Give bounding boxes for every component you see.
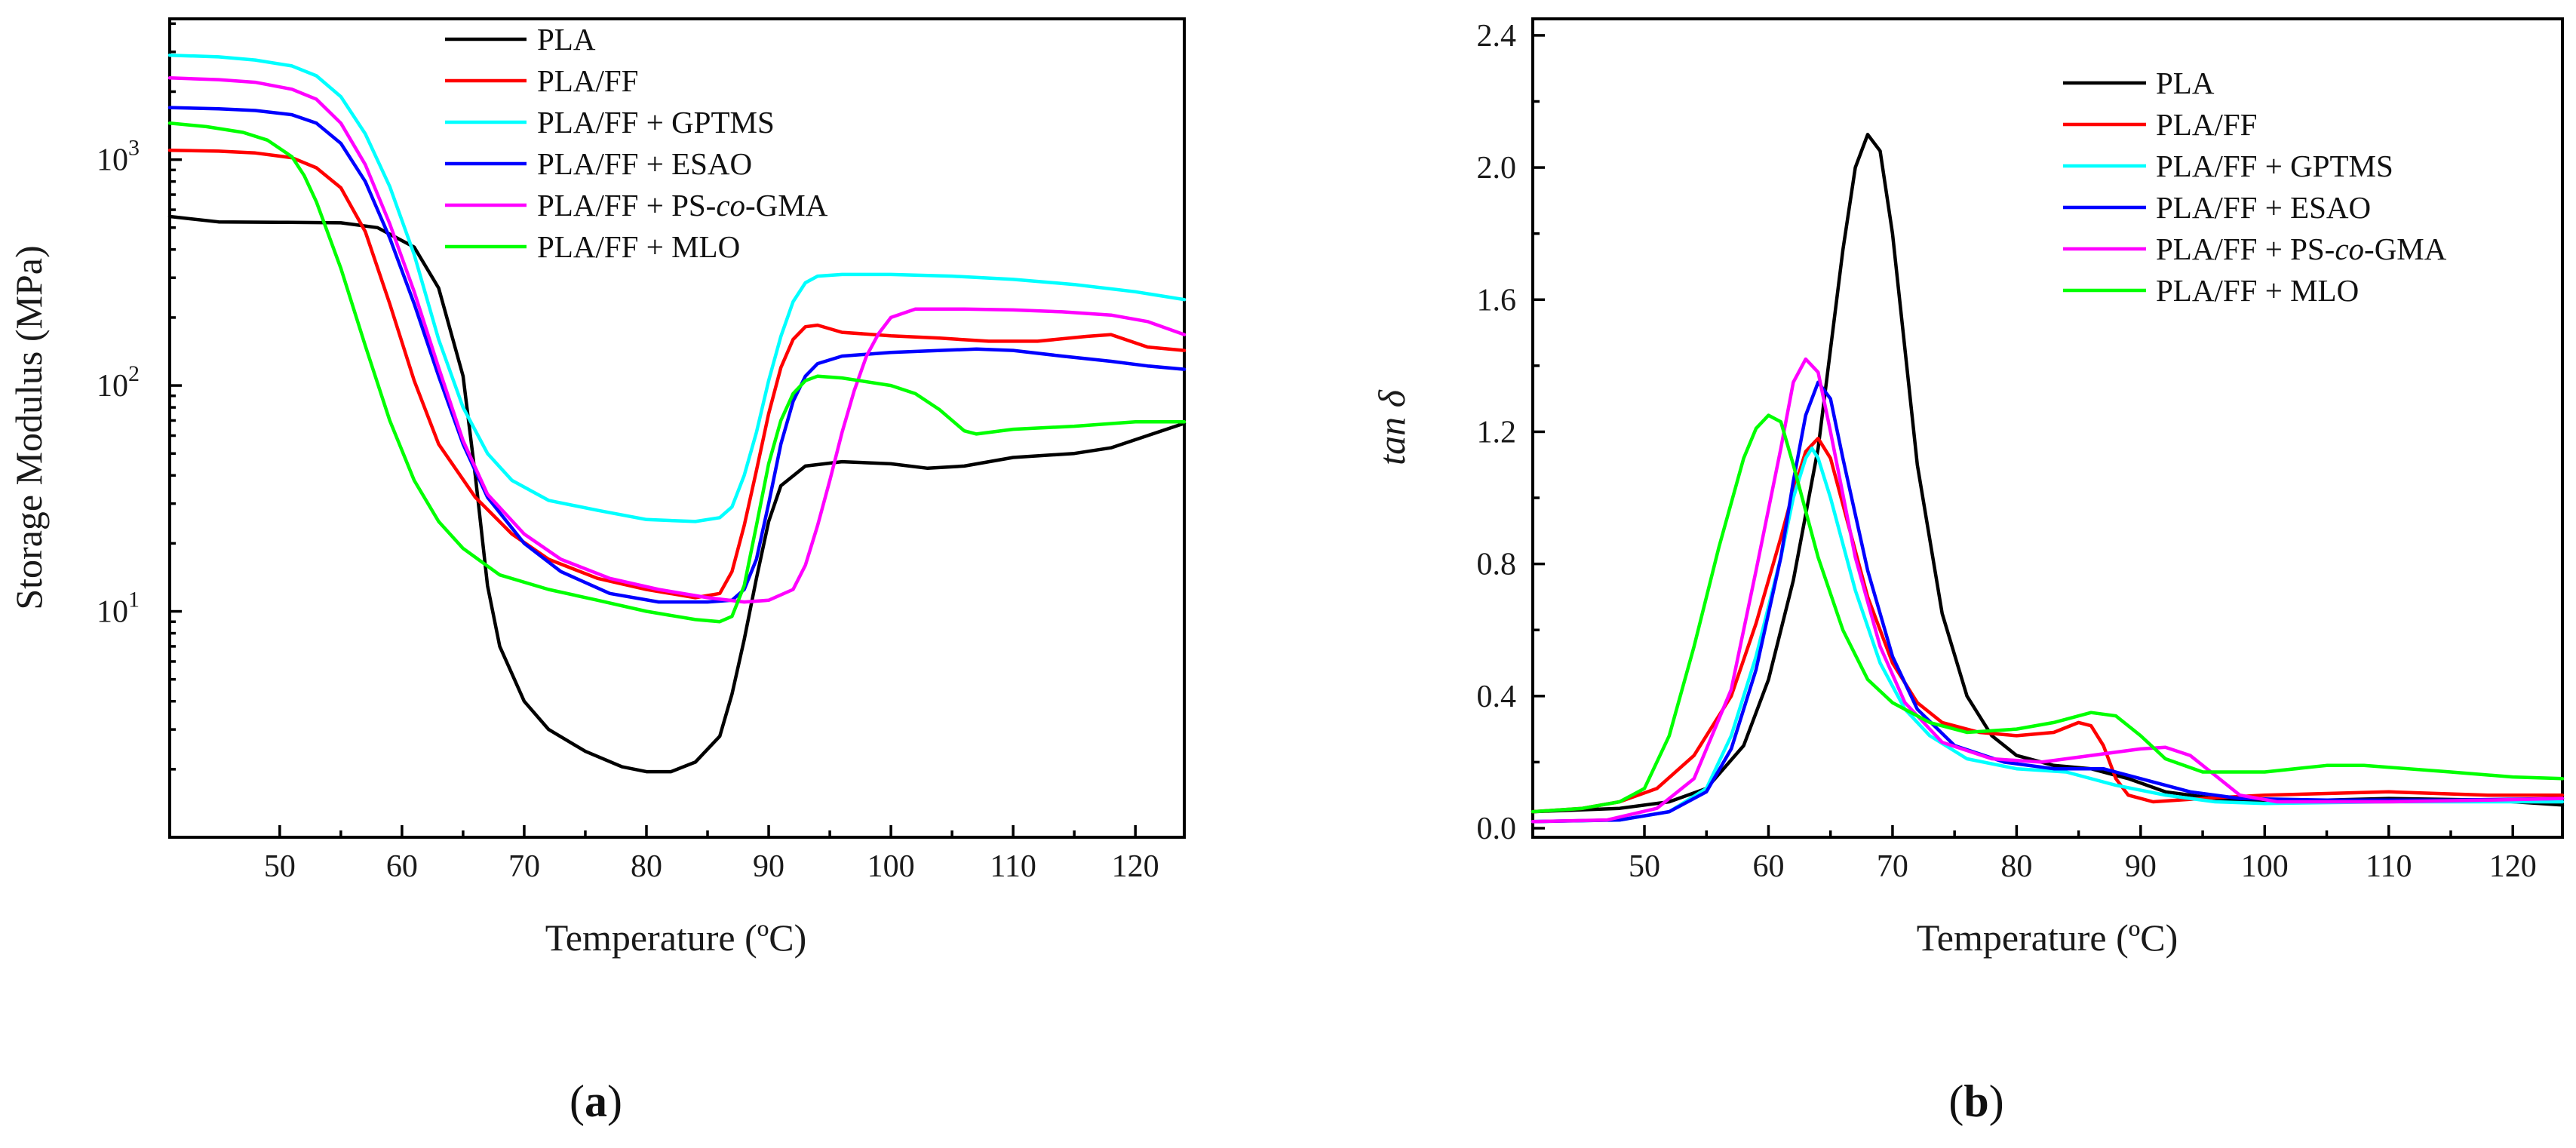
panel-b-x-ticks: 50 60 70 80 90 100 110 120 bbox=[1629, 825, 2537, 884]
panel-b-x-tick-label: 70 bbox=[1877, 849, 1908, 884]
panel-b-label: (b) bbox=[1948, 1076, 2003, 1126]
panel-a-y-tick-base: 10 bbox=[97, 369, 128, 404]
panel-a-y-tick-exponent: 3 bbox=[128, 136, 140, 161]
panel-a-legend-label: PLA/FF + PS-co-GMA bbox=[537, 188, 828, 223]
panel-a-series-line-3 bbox=[167, 106, 1187, 604]
panel-a-y-tick-base: 10 bbox=[97, 143, 128, 178]
panel-b-y-axis-title-symbol: δ bbox=[1371, 389, 1413, 407]
panel-b-y-tick-label: 2.0 bbox=[1477, 151, 1517, 186]
panel-a-x-tick-label: 70 bbox=[508, 849, 540, 884]
panel-b-y-ticks: 0.0 0.4 0.8 1.2 1.6 2.0 2.4 bbox=[1477, 19, 1545, 846]
panel-b-y-tick-label: 0.0 bbox=[1477, 812, 1517, 846]
panel-b-y-tick-label: 0.8 bbox=[1477, 548, 1517, 582]
panel-b-y-tick-label: 0.4 bbox=[1477, 680, 1517, 714]
panel-a-x-tick-label: 60 bbox=[386, 849, 418, 884]
panel-a-y-tick-label: 101 bbox=[97, 588, 140, 630]
panel-a-y-tick-label: 103 bbox=[97, 136, 140, 178]
panel-b-x-tick-label: 60 bbox=[1752, 849, 1784, 884]
panel-b-series-line-4 bbox=[1531, 357, 2565, 824]
panel-b-series-line-0 bbox=[1531, 133, 2565, 814]
panel-a-series-line-1 bbox=[167, 148, 1187, 600]
panel-b-x-tick-label: 50 bbox=[1629, 849, 1660, 884]
panel-b-legend-label: PLA/FF + PS-co-GMA bbox=[2156, 232, 2447, 266]
panel-a-letter: a bbox=[585, 1076, 607, 1126]
panel-a-legend-label: PLA/FF + MLO bbox=[537, 229, 740, 264]
panel-a-y-tick-base: 10 bbox=[97, 595, 128, 630]
panel-a-y-tick-exponent: 1 bbox=[128, 588, 140, 612]
panel-b-x-tick-label: 90 bbox=[2125, 849, 2157, 884]
panel-b-legend-label: PLA/FF + GPTMS bbox=[2156, 149, 2393, 183]
panel-a-x-tick-label: 90 bbox=[753, 849, 784, 884]
panel-b-series bbox=[1531, 133, 2565, 824]
panel-a-x-tick-label: 80 bbox=[631, 849, 662, 884]
panel-a-y-axis-title: Storage Modulus (MPa) bbox=[8, 245, 50, 609]
panel-a-y-tick-exponent: 2 bbox=[128, 361, 140, 386]
panel-b-series-line-5 bbox=[1531, 413, 2565, 814]
panel-b-x-tick-label: 120 bbox=[2489, 849, 2537, 884]
panel-b-x-tick-label: 100 bbox=[2241, 849, 2289, 884]
panel-b-y-axis-title-main: tan bbox=[1371, 417, 1413, 465]
panel-b-series-line-3 bbox=[1531, 380, 2565, 824]
panel-a-label: (a) bbox=[570, 1076, 622, 1126]
panel-b-x-tick-label: 110 bbox=[2366, 849, 2412, 884]
panel-a-series-line-2 bbox=[167, 53, 1187, 523]
panel-b-legend-label: PLA/FF bbox=[2156, 107, 2257, 142]
panel-a-x-tick-label: 120 bbox=[1112, 849, 1159, 884]
panel-b-letter: b bbox=[1963, 1076, 1988, 1126]
panel-a-legend: PLA PLA/FF PLA/FF + GPTMS PLA/FF + ESAO PLA/… bbox=[445, 22, 828, 264]
panel-b-series-line-1 bbox=[1531, 436, 2565, 814]
panel-a-x-tick-label: 110 bbox=[990, 849, 1036, 884]
panel-b-y-tick-label: 1.2 bbox=[1477, 415, 1517, 450]
panel-b-y-tick-label: 2.4 bbox=[1477, 19, 1517, 54]
panel-a-x-axis-title: Temperature (ºC) bbox=[545, 916, 807, 959]
panel-a-series-line-5 bbox=[167, 121, 1187, 624]
panel-a-plot-frame bbox=[168, 17, 1186, 839]
panel-b-legend-label: PLA/FF + ESAO bbox=[2156, 190, 2371, 225]
panel-a-series-line-0 bbox=[167, 214, 1187, 774]
panel-a-legend-label: PLA/FF bbox=[537, 63, 638, 98]
panel-b-legend: PLA PLA/FF PLA/FF + GPTMS PLA/FF + ESAO PLA/… bbox=[2063, 66, 2447, 308]
panel-a-series-line-4 bbox=[167, 76, 1187, 604]
panel-b-tan-delta-chart: 50 60 70 80 90 100 110 120 0.0 0.4 0.8 1.2 1.6 2.0 2.… bbox=[1371, 17, 2565, 1126]
panel-b-legend-label: PLA/FF + MLO bbox=[2156, 273, 2359, 308]
panel-a-series bbox=[167, 53, 1187, 774]
panel-b-y-tick-label: 1.6 bbox=[1477, 283, 1517, 318]
panel-b-x-axis-title: Temperature (ºC) bbox=[1917, 916, 2178, 959]
panel-a-legend-label: PLA/FF + ESAO bbox=[537, 146, 752, 181]
panel-b-series-line-2 bbox=[1531, 447, 2565, 824]
panel-b-x-tick-label: 80 bbox=[2000, 849, 2032, 884]
panel-b-y-axis-title: tan δ bbox=[1371, 389, 1413, 465]
panel-b-legend-label: PLA bbox=[2156, 66, 2215, 100]
panel-a-x-tick-label: 50 bbox=[264, 849, 296, 884]
panel-a-legend-label: PLA bbox=[537, 22, 596, 57]
panel-a-x-tick-label: 100 bbox=[867, 849, 915, 884]
panel-a-x-ticks: 50 60 70 80 90 100 110 120 bbox=[264, 825, 1159, 884]
panel-b-plot-frame bbox=[1531, 17, 2564, 839]
panel-a-legend-label: PLA/FF + GPTMS bbox=[537, 105, 775, 140]
panel-a-y-tick-label: 102 bbox=[97, 361, 140, 404]
